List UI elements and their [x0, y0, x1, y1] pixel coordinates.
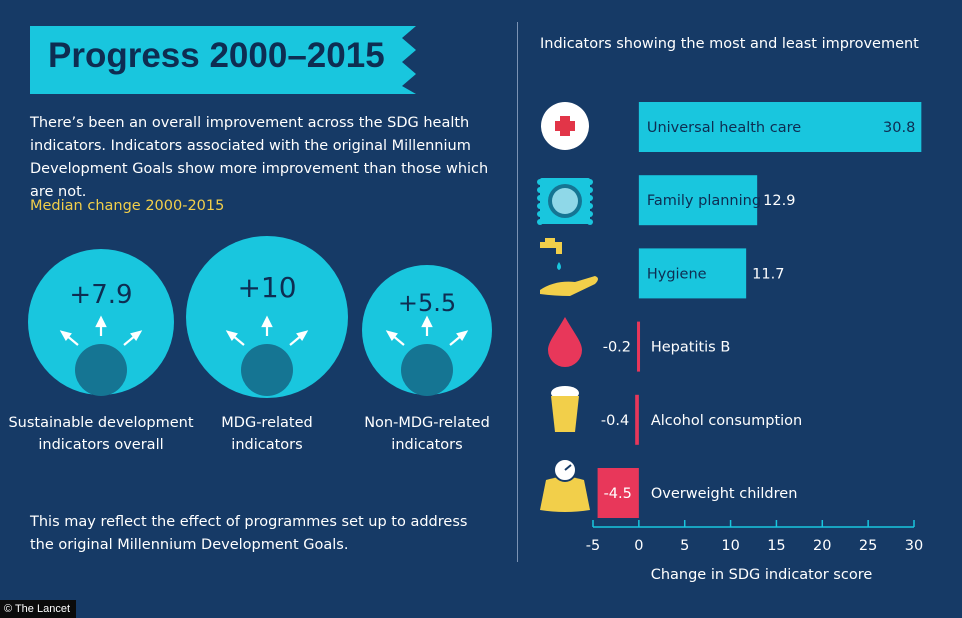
title-banner: Progress 2000–2015 — [30, 26, 416, 94]
data-label: -4.5 — [604, 486, 632, 502]
data-label: -0.2 — [603, 340, 631, 356]
bubble-label-line: indicators — [391, 437, 463, 453]
bar-universal-health-care — [638, 102, 922, 152]
outro-text: This may reflect the effect of programme… — [30, 514, 468, 553]
arrow-icons — [59, 315, 469, 346]
category-label: Hygiene — [647, 266, 707, 282]
bubble-value-non-mdg: +5.5 — [397, 289, 457, 317]
column-divider — [517, 22, 518, 562]
category-label: Universal health care — [647, 120, 801, 136]
bar-family-planning — [638, 175, 758, 226]
median-bubbles — [28, 236, 492, 398]
x-axis-label: Change in SDG indicator score — [651, 567, 873, 583]
bubble-label-non-mdg: Non-MDG-related indicators — [352, 412, 502, 456]
bubble-value-mdg-related: +10 — [237, 271, 297, 304]
median-change-label: Median change 2000-2015 — [30, 198, 225, 214]
bar-hepatitis-b — [637, 321, 641, 372]
intro-text: There’s been an overall improvement acro… — [30, 115, 489, 200]
bubble-label-line: Non-MDG-related — [364, 415, 490, 431]
x-tick-label: 10 — [721, 538, 739, 554]
data-label: 11.7 — [752, 266, 784, 282]
bubble-label-line: indicators overall — [38, 437, 164, 453]
x-tick-label: -5 — [586, 538, 600, 554]
source-badge: © The Lancet — [0, 600, 76, 618]
x-tick-label: 30 — [905, 538, 923, 554]
bubble-label-mdg-related: MDG-related indicators — [187, 412, 347, 456]
category-label: Hepatitis B — [651, 340, 730, 356]
category-label: Alcohol consumption — [651, 413, 802, 429]
x-tick-label: 15 — [767, 538, 785, 554]
bubble-label-line: Sustainable development — [8, 415, 194, 431]
x-tick-label: 25 — [859, 538, 877, 554]
data-label: 12.9 — [763, 193, 795, 209]
bubble-label-sdg-overall: Sustainable development indicators overa… — [6, 412, 196, 456]
x-tick-label: 0 — [634, 538, 643, 554]
category-label: Family planning — [647, 193, 761, 209]
bar-hygiene — [638, 248, 747, 299]
category-label: Overweight children — [651, 486, 798, 502]
data-label: -0.4 — [601, 413, 629, 429]
page-title: Progress 2000–2015 — [48, 36, 385, 75]
bar-alcohol-consumption — [635, 394, 639, 445]
bubble-label-line: indicators — [231, 437, 303, 453]
x-tick-label: 5 — [680, 538, 689, 554]
data-label: 30.8 — [883, 120, 915, 136]
chart-heading: Indicators showing the most and least im… — [540, 36, 919, 52]
x-tick-label: 20 — [813, 538, 831, 554]
bubble-label-line: MDG-related — [221, 415, 313, 431]
bar-overweight-children — [597, 468, 639, 518]
title-banner-shape — [30, 26, 416, 94]
bubble-value-sdg-overall: +7.9 — [69, 280, 133, 310]
